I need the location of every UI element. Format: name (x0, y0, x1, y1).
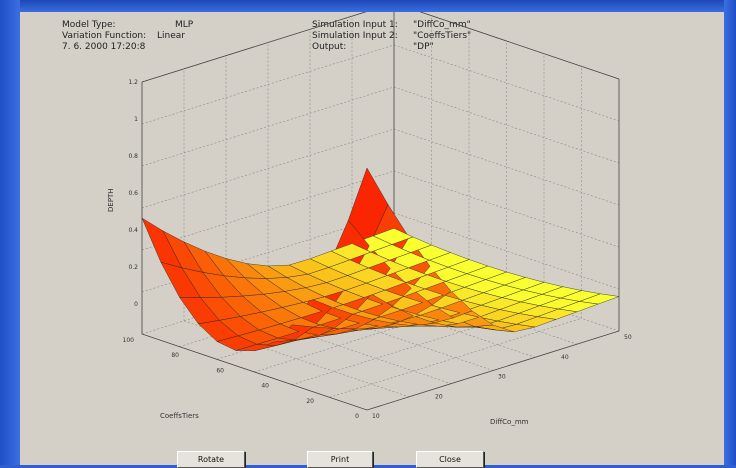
y-tick-label: 40 (561, 354, 569, 361)
figure-window: Model Type: MLP Variation Function: Line… (20, 12, 724, 468)
z-tick-label: 1 (134, 116, 138, 123)
x-tick-label: 80 (171, 352, 179, 359)
z-axis-label: DEPTH (107, 188, 115, 212)
y-tick-label: 30 (498, 374, 506, 381)
z-axis-ticks: 1.2 1 0.8 0.6 0.4 0.2 0 (128, 79, 138, 308)
grid-line (141, 44, 620, 125)
x-axis-ticks: 100 80 60 40 20 0 (123, 337, 360, 420)
x-tick-label: 0 (355, 413, 359, 420)
z-tick-label: 0.6 (128, 190, 138, 197)
y-tick-label: 10 (372, 413, 380, 420)
y-tick-label: 50 (624, 334, 632, 341)
y-axis-ticks: 10 20 30 40 50 (372, 334, 632, 420)
model-type-value: MLP (175, 20, 194, 30)
box-edge (141, 79, 620, 411)
close-button[interactable]: Close (416, 451, 484, 468)
variation-value: Linear (157, 31, 185, 41)
surface-plot[interactable]: 1.2 1 0.8 0.6 0.4 0.2 0 100 80 60 40 20 0 10 20 30 40 5… (20, 12, 724, 442)
x-axis-label: CoeffsTiers (160, 412, 199, 420)
window-frame-right (724, 0, 736, 465)
variation-label: Variation Function: (62, 31, 147, 41)
sim-input-2-value: "CoeffsTiers" (413, 31, 472, 41)
sim-input-2-label: Simulation Input 2: (312, 31, 398, 41)
sim-input-1-label: Simulation Input 1: (312, 20, 398, 30)
grid-line (141, 86, 620, 167)
output-value: "DP" (413, 42, 434, 52)
surface-face (141, 217, 183, 269)
z-tick-label: 1.2 (128, 79, 138, 86)
x-tick-label: 20 (306, 398, 314, 405)
datetime-text: 7. 6. 2000 17:20:8 (62, 42, 146, 52)
z-tick-label: 0.2 (128, 264, 138, 271)
rotate-button[interactable]: Rotate (177, 451, 245, 468)
x-tick-label: 100 (123, 337, 135, 344)
grid-line (141, 12, 620, 83)
model-type-label: Model Type: (62, 20, 116, 30)
sim-input-1-value: "DiffCo_mm" (413, 20, 471, 30)
x-tick-label: 40 (261, 383, 269, 390)
output-label: Output: (312, 42, 347, 52)
y-axis-label: DiffCo_mm (490, 418, 529, 426)
z-tick-label: 0.8 (128, 153, 138, 160)
z-tick-label: 0.4 (128, 227, 138, 234)
print-button[interactable]: Print (307, 451, 373, 468)
box-edge (141, 12, 620, 83)
grid-line (351, 267, 578, 345)
surface-mesh (141, 167, 620, 351)
z-tick-label: 0 (134, 301, 138, 308)
x-tick-label: 60 (216, 367, 224, 374)
window-frame-top (0, 0, 736, 12)
y-tick-label: 20 (435, 393, 443, 400)
window-frame-left (0, 0, 20, 465)
